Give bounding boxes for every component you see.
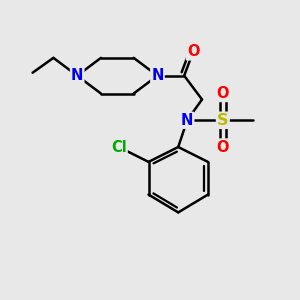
Text: O: O bbox=[217, 140, 229, 154]
Text: N: N bbox=[181, 113, 193, 128]
Text: N: N bbox=[151, 68, 164, 83]
Text: N: N bbox=[71, 68, 83, 83]
Text: O: O bbox=[187, 44, 199, 59]
Text: S: S bbox=[217, 113, 229, 128]
Text: Cl: Cl bbox=[111, 140, 127, 154]
Text: O: O bbox=[217, 86, 229, 101]
